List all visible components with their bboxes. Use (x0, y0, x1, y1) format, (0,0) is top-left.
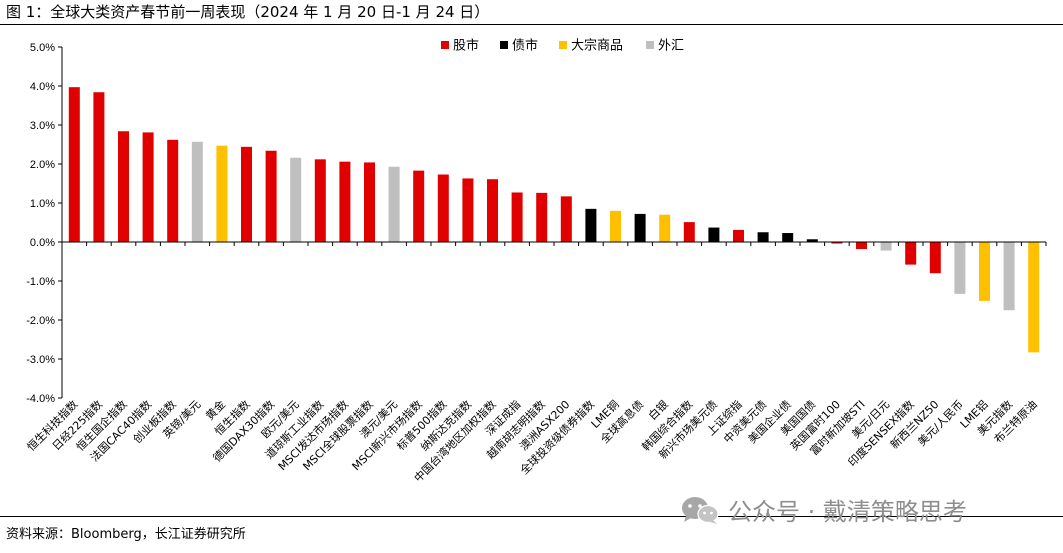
bar (560, 196, 572, 242)
y-tick-label: 1.0% (30, 198, 55, 210)
bar (929, 242, 941, 274)
legend-swatch (646, 41, 654, 49)
legend: 股市 债市 大宗商品 外汇 (441, 38, 684, 54)
bar (831, 242, 843, 244)
legend-label: 债市 (512, 38, 538, 54)
legend-swatch (441, 41, 449, 49)
y-tick-label: 5.0% (30, 42, 55, 54)
y-tick-label: 3.0% (30, 120, 55, 132)
bar (216, 145, 228, 242)
bar-chart: 5.0% 4.0% 3.0% 2.0% 1.0% 0.0% -1.0% -2.0% -3.0% -… (24, 38, 1047, 485)
bar (880, 242, 892, 251)
bottom-rule (0, 516, 1063, 517)
bar (511, 192, 523, 242)
top-rule (0, 24, 1063, 25)
bar (782, 233, 794, 242)
legend-swatch (559, 41, 567, 49)
bar (610, 210, 621, 242)
bar (659, 214, 671, 242)
bar (167, 139, 179, 242)
watermark-text: 公众号 · 戴清策略思考 (728, 498, 967, 526)
bar (388, 166, 400, 242)
bar (265, 150, 277, 242)
legend-label: 股市 (453, 38, 479, 54)
bar (757, 232, 769, 242)
y-tick-label: -1.0% (26, 276, 55, 288)
legend-swatch (500, 41, 508, 49)
legend-label: 外汇 (658, 39, 684, 54)
bar (954, 242, 966, 294)
legend-label: 大宗商品 (571, 38, 623, 54)
bar (68, 87, 80, 242)
y-tick-label: -4.0% (26, 393, 55, 405)
y-tick-label: -3.0% (26, 354, 55, 366)
bar (806, 239, 818, 242)
bar (290, 157, 302, 242)
bar (241, 146, 252, 242)
y-tick-label: -2.0% (26, 315, 55, 327)
y-tick-label: 2.0% (30, 159, 55, 171)
bar (413, 170, 425, 242)
bar (708, 227, 720, 242)
bar (1003, 242, 1015, 311)
source-note: 资料来源：Bloomberg，长江证券研究所 (6, 527, 246, 542)
bar (142, 132, 154, 242)
bar (93, 92, 105, 243)
bar (437, 174, 449, 242)
bar (487, 179, 498, 242)
bar (536, 192, 548, 242)
bar (905, 242, 917, 265)
bar (585, 208, 597, 242)
y-tick-label: 4.0% (30, 81, 55, 93)
bar (733, 229, 744, 242)
y-tick-label: 0.0% (30, 237, 55, 249)
bar (462, 178, 474, 242)
wechat-logo-icon (682, 496, 719, 524)
bar (634, 213, 646, 242)
bar (339, 161, 351, 242)
bar (856, 242, 867, 250)
bar (314, 159, 326, 242)
figure-title: 图 1：全球大类资产春节前一周表现（2024 年 1 月 20 日-1 月 24… (6, 3, 490, 21)
bar (683, 222, 695, 242)
bar (1028, 242, 1040, 353)
bar (118, 131, 129, 242)
watermark: 公众号 · 戴清策略思考 (680, 492, 967, 527)
bar (191, 141, 203, 242)
bar (364, 162, 375, 242)
bar (979, 242, 990, 301)
